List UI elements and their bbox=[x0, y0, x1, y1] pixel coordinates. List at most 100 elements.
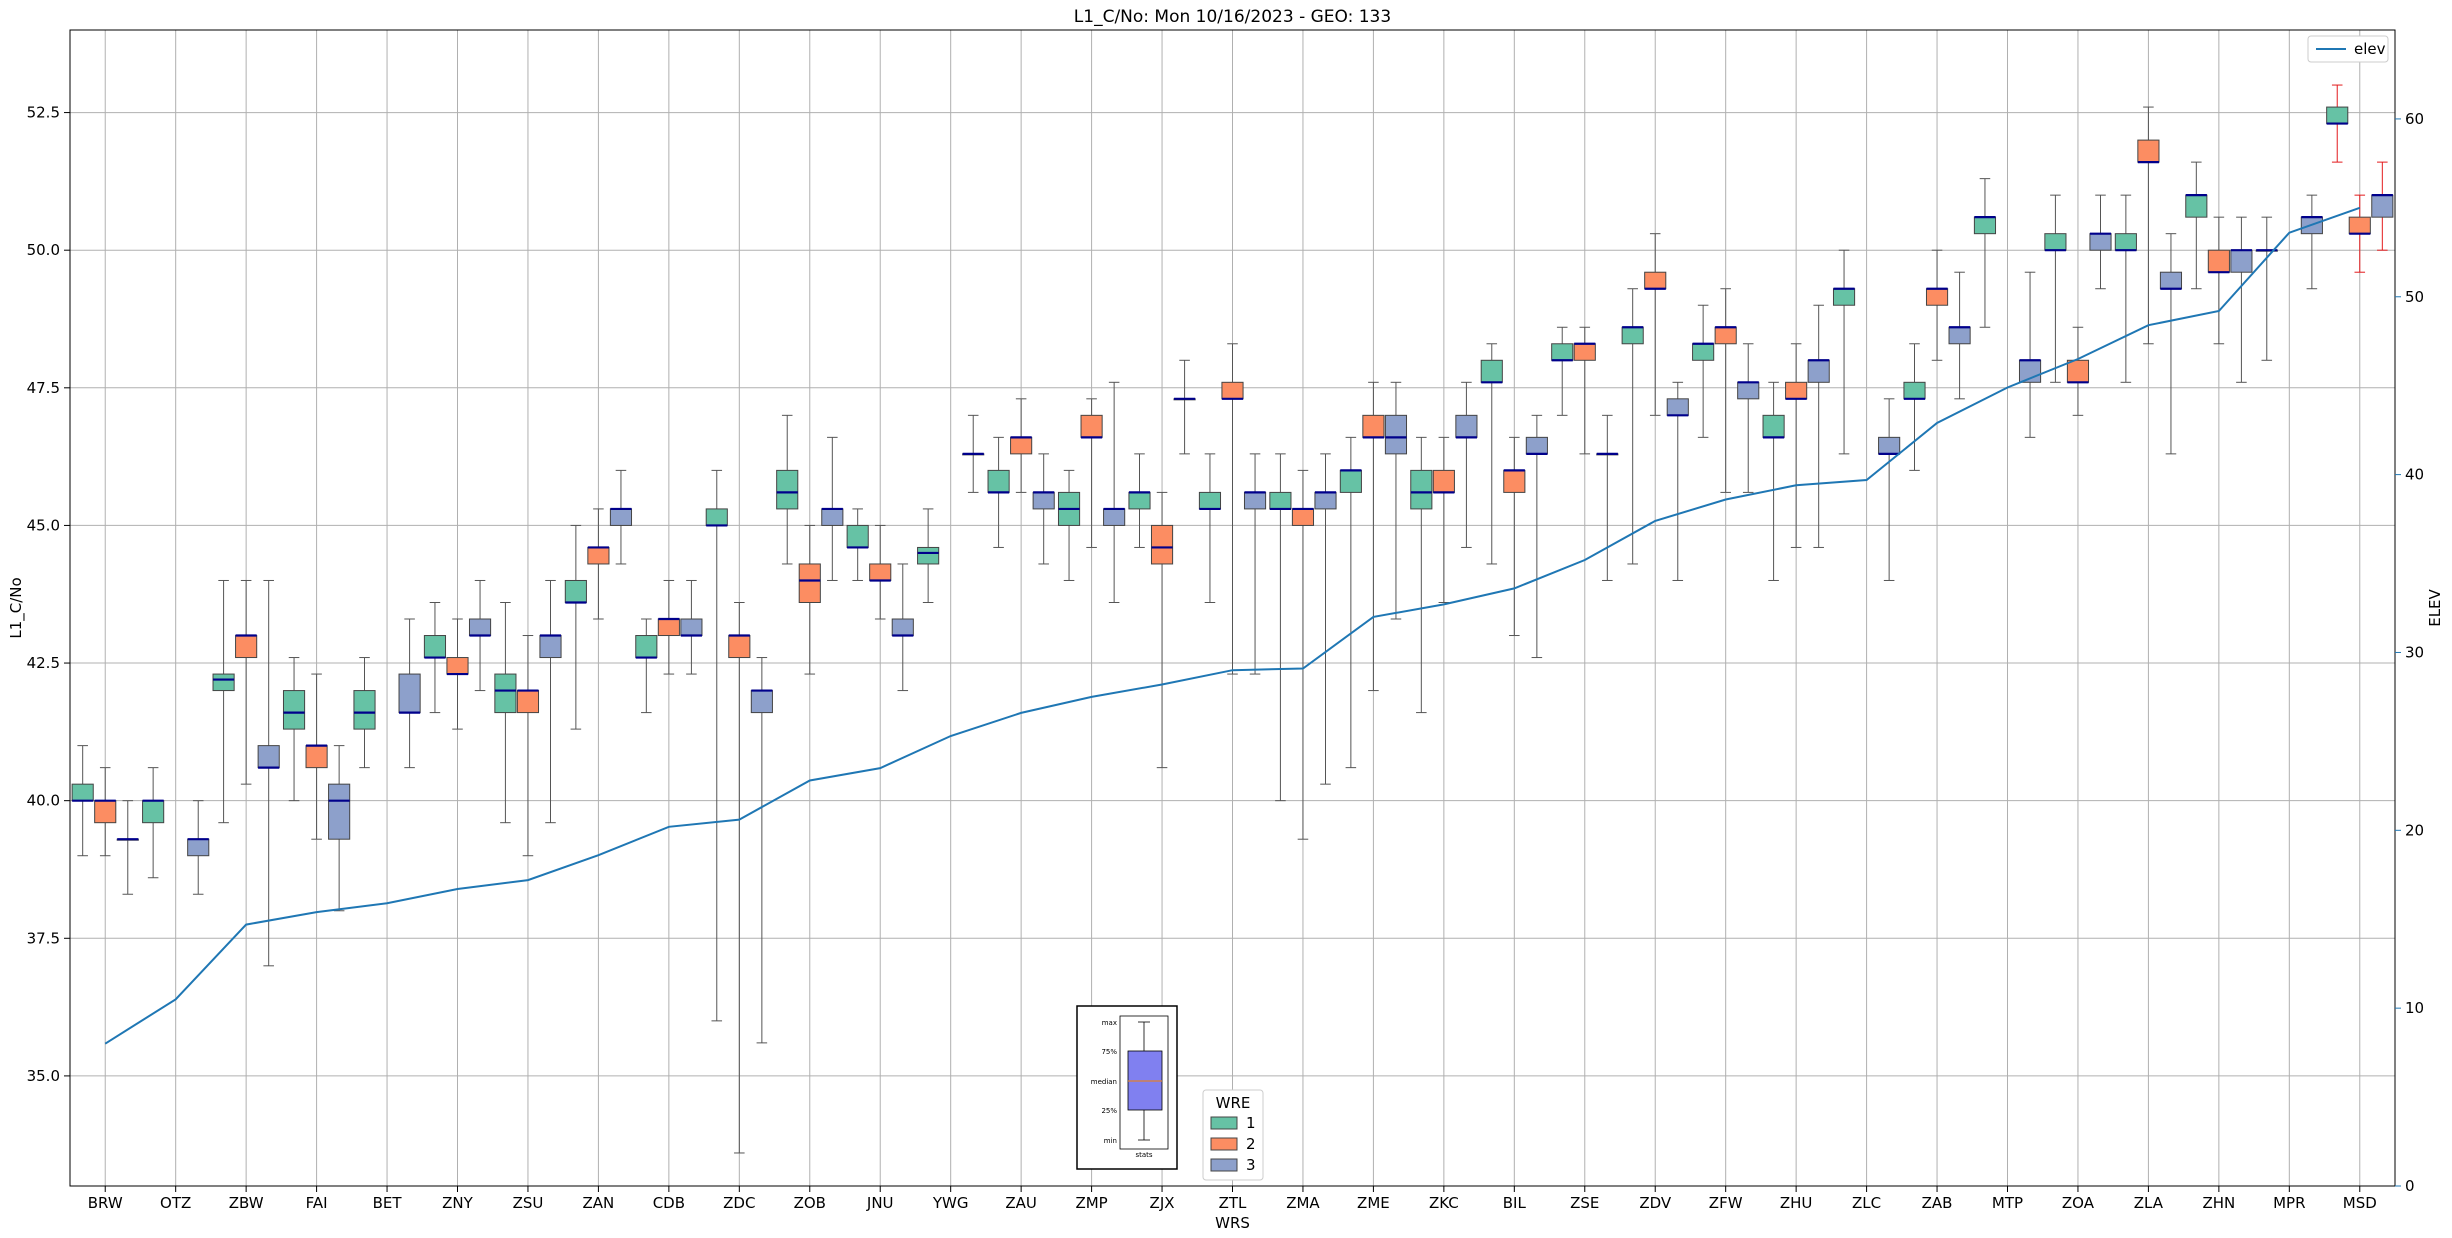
inset-stats-key: max 75% median 25% min stats bbox=[1076, 1005, 1178, 1170]
box-wre3-YWG bbox=[962, 414, 985, 493]
box-body bbox=[1807, 359, 1830, 383]
box-body bbox=[1480, 359, 1503, 383]
x-tick-label: ZHU bbox=[1780, 1194, 1813, 1212]
box-body bbox=[142, 800, 165, 824]
y-tick-label: 40.0 bbox=[27, 792, 60, 810]
box-body bbox=[1080, 414, 1103, 438]
box-wre3-ZTL bbox=[1243, 453, 1267, 675]
box-wre2-ZDC bbox=[728, 601, 751, 1154]
box-body bbox=[564, 579, 587, 603]
x-tick-label: BIL bbox=[1503, 1194, 1527, 1212]
box-body bbox=[71, 783, 94, 802]
box-wre1-ZLC bbox=[1832, 249, 1856, 455]
inset-caption: stats bbox=[1135, 1151, 1152, 1159]
box-wre1-ZHN bbox=[2185, 161, 2208, 290]
box-body bbox=[1573, 343, 1596, 361]
legend-swatch-wre3 bbox=[1210, 1158, 1238, 1172]
box-wre2-ZSU bbox=[516, 635, 540, 857]
y2-tick-label: 10 bbox=[2405, 999, 2424, 1017]
box-body bbox=[1198, 491, 1222, 510]
inset-label: 75% bbox=[1101, 1048, 1117, 1056]
box-body bbox=[398, 673, 421, 714]
box-wre1-ZLA bbox=[2114, 194, 2137, 383]
box-body bbox=[728, 635, 751, 659]
box-body bbox=[212, 673, 235, 692]
box-wre3-ZMP bbox=[1103, 381, 1126, 603]
box-wre1-ZDC bbox=[705, 469, 728, 1022]
legend-label-wre1: 1 bbox=[1246, 1114, 1256, 1132]
box-wre3-ZNY bbox=[468, 579, 492, 692]
box-body bbox=[987, 469, 1010, 493]
box-body bbox=[1291, 508, 1315, 526]
box-body bbox=[1269, 491, 1292, 510]
box-wre1-ZBW bbox=[212, 579, 235, 824]
x-tick-label: BRW bbox=[88, 1194, 123, 1212]
box-body bbox=[305, 745, 328, 769]
box-body bbox=[609, 508, 633, 526]
box-body bbox=[1150, 524, 1174, 565]
x-tick-label: ZME bbox=[1357, 1194, 1390, 1212]
line-legend: elev bbox=[2307, 35, 2389, 63]
box-wre2-FAI bbox=[305, 673, 328, 840]
box-wre3-ZFW bbox=[1737, 343, 1760, 493]
box-body bbox=[2089, 233, 2112, 251]
box-wre3-ZOA bbox=[2089, 194, 2112, 290]
box-wre2-ZOA bbox=[2066, 326, 2090, 416]
box-wre3-CDB bbox=[680, 579, 703, 675]
box-wre3-FAI bbox=[328, 745, 351, 912]
box-wre2-ZTL bbox=[1221, 343, 1244, 675]
box-wre3-ZMA bbox=[1314, 453, 1337, 785]
box-wre2-ZKC bbox=[1432, 436, 1455, 603]
box-wre1-MTP bbox=[1973, 178, 1997, 328]
box-body bbox=[2207, 249, 2230, 273]
box-body bbox=[2230, 249, 2253, 273]
inset-label: min bbox=[1104, 1137, 1117, 1145]
box-plots bbox=[71, 84, 2394, 1154]
box-body bbox=[1621, 326, 1644, 345]
box-body bbox=[539, 635, 562, 659]
box-body bbox=[1503, 469, 1526, 493]
box-body bbox=[2137, 139, 2160, 163]
box-body bbox=[1314, 491, 1337, 510]
series-line-elev bbox=[104, 206, 2361, 1045]
box-body bbox=[1103, 508, 1126, 526]
y-tick-label: 47.5 bbox=[27, 379, 60, 397]
x-tick-label: ZTL bbox=[1219, 1194, 1247, 1212]
y-tick-label: 45.0 bbox=[27, 516, 60, 534]
box-wre1-ZSE bbox=[1551, 326, 1574, 416]
box-wre3-ZLC bbox=[1878, 398, 1901, 581]
box-wre2-BRW bbox=[94, 767, 117, 857]
box-body bbox=[328, 783, 351, 840]
y2-tick-label: 50 bbox=[2405, 288, 2424, 306]
x-tick-label: ZMP bbox=[1075, 1194, 1107, 1212]
box-body bbox=[869, 563, 892, 581]
box-wre2-ZMA bbox=[1291, 469, 1315, 840]
box-wre2-MSD bbox=[2348, 194, 2371, 273]
y-tick-label: 35.0 bbox=[27, 1067, 60, 1085]
inset-label: 25% bbox=[1101, 1107, 1117, 1115]
box-wre2-ZFW bbox=[1714, 288, 1737, 493]
box-body bbox=[1010, 436, 1033, 455]
box-wre1-BRW bbox=[71, 745, 94, 857]
x-tick-label: OTZ bbox=[160, 1194, 191, 1212]
box-wre3-ZLA bbox=[2159, 233, 2183, 455]
legend-label-wre2: 2 bbox=[1246, 1135, 1256, 1153]
y-tick-label: 42.5 bbox=[27, 654, 60, 672]
x-tick-label: ZNY bbox=[442, 1194, 473, 1212]
box-wre3-ZAN bbox=[609, 469, 633, 565]
box-wre1-YWG bbox=[917, 508, 940, 603]
y2-tick-label: 20 bbox=[2405, 821, 2424, 839]
box-wre3-ZJX bbox=[1173, 359, 1196, 455]
y2-tick-label: 30 bbox=[2405, 643, 2424, 661]
box-wre2-ZMP bbox=[1080, 398, 1103, 548]
x-tick-label: ZOB bbox=[794, 1194, 826, 1212]
box-body bbox=[846, 524, 869, 548]
x-axis-label: WRS bbox=[1215, 1214, 1250, 1232]
x-tick-label: ZMA bbox=[1286, 1194, 1320, 1212]
box-body bbox=[821, 508, 844, 526]
box-body bbox=[587, 546, 610, 565]
box-body bbox=[1878, 436, 1901, 455]
box-wre2-ZAU bbox=[1010, 398, 1033, 493]
box-wre1-CDB bbox=[635, 618, 658, 714]
